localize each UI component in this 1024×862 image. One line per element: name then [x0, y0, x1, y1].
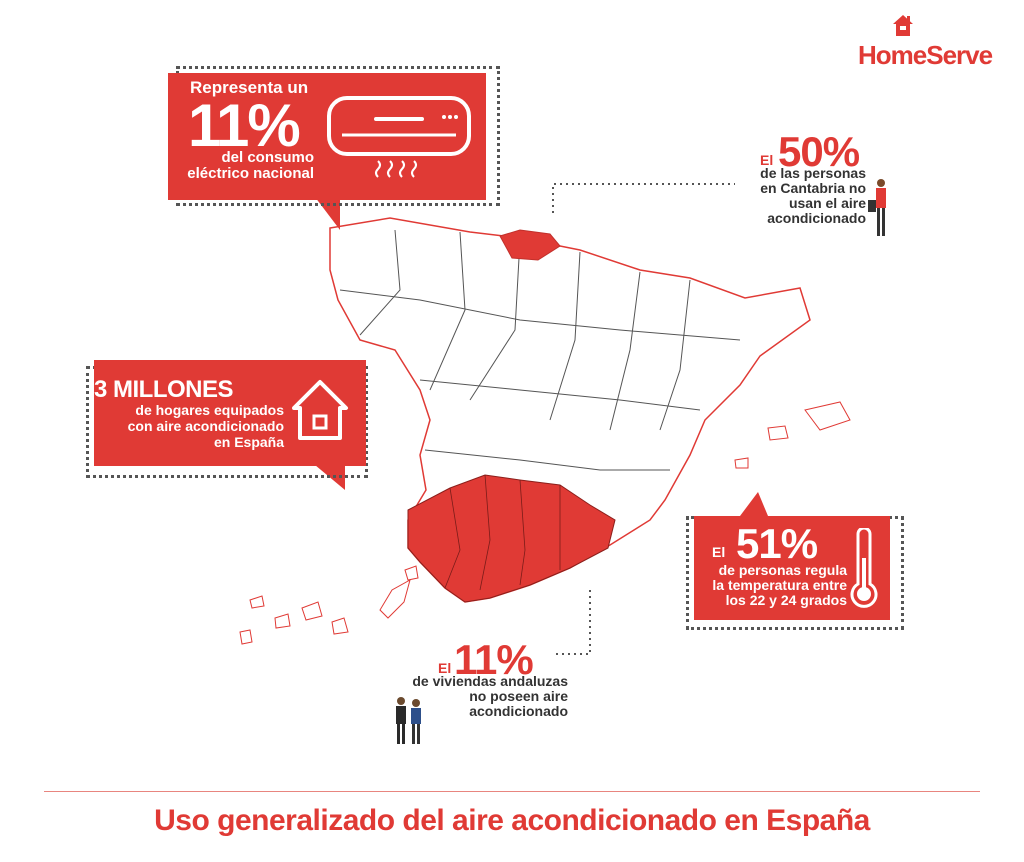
andalucia-value: 11%: [454, 636, 534, 683]
canary-islands: [239, 565, 419, 645]
cantabria-text: de las personas en Cantabria no usan el …: [760, 165, 866, 226]
cantabria-prefix: El: [760, 152, 774, 168]
house-outline-icon: [292, 380, 348, 440]
balearic-islands: [804, 401, 851, 431]
thermometer-icon: [850, 528, 878, 608]
andalucia-prefix: El: [438, 660, 452, 676]
province-borders: [339, 229, 741, 471]
divider: [44, 791, 980, 792]
hogares-text: de hogares equipados con aire acondicion…: [127, 402, 284, 450]
cantabria-region: [499, 229, 561, 261]
hogares-box: [94, 360, 366, 466]
house-icon: [893, 15, 913, 36]
page-title: Uso generalizado del aire acondicionado …: [154, 804, 870, 837]
spain-map: [239, 217, 851, 645]
temperatura-text: de personas regula la temperatura entre …: [712, 562, 847, 608]
andalucia-region: [407, 474, 616, 603]
consumo-text: del consumo eléctrico nacional: [187, 149, 314, 182]
temperatura-value: 51%: [736, 520, 818, 567]
consumo-value: 11%: [188, 92, 301, 159]
air-conditioner-icon: [327, 96, 471, 178]
brand-name: HomeServe: [858, 40, 993, 70]
people-icon: [396, 697, 421, 744]
cantabria-value: 50%: [778, 128, 860, 175]
hogares-value: 3 MILLONES: [94, 376, 234, 403]
temperatura-prefix: El: [712, 544, 726, 560]
consumo-prefix: Representa un: [190, 78, 309, 97]
andalucia-text: de viviendas andaluzas no poseen aire ac…: [412, 673, 568, 719]
people-icon: [868, 179, 886, 236]
homeserve-logo: HomeServe: [858, 14, 1002, 74]
